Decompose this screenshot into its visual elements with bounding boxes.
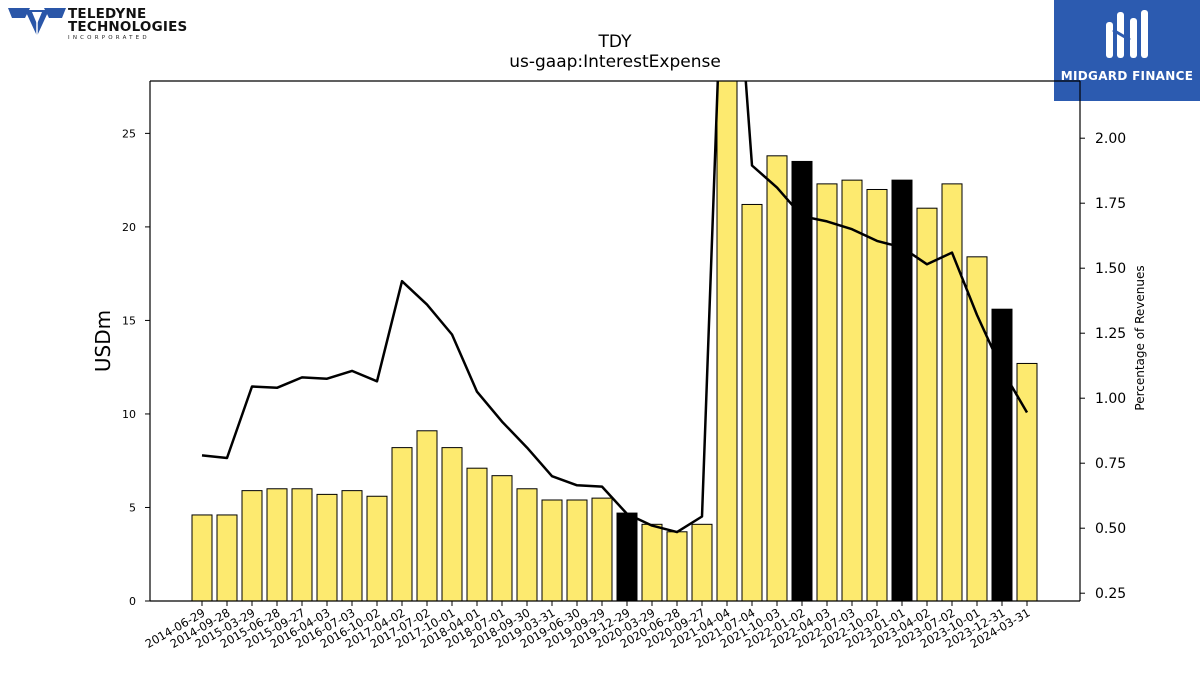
bar-2017-10-01: [441, 447, 463, 601]
y-axis-label: USDm: [91, 310, 115, 372]
y-tick-label-5: 5: [129, 501, 136, 514]
bar-2019-03-31: [541, 499, 563, 601]
teledyne-logo: TELEDYNE TECHNOLOGIES INCORPORATED: [8, 6, 188, 46]
bar-2018-09-30: [516, 488, 538, 601]
bar-2023-04-02: [916, 207, 938, 601]
bar-2022-04-03: [816, 183, 838, 601]
bar-2023-12-31: [991, 308, 1013, 601]
bar-2020-03-29: [641, 523, 663, 601]
bar-2014-09-28: [216, 514, 238, 601]
y2-tick-label-4: 1.25: [1095, 326, 1126, 342]
bar-2017-07-02: [416, 430, 438, 601]
y2-tick-label-1: 0.50: [1095, 521, 1126, 537]
y2-tick-label-7: 2.00: [1095, 131, 1126, 147]
bar-2016-07-03: [341, 490, 363, 601]
bar-2015-06-28: [266, 488, 288, 601]
y2-tick-label-3: 1.00: [1095, 391, 1126, 407]
bar-2016-10-02: [366, 495, 388, 601]
plot-area: [191, 81, 1038, 601]
chart-subtitle: us-gaap:InterestExpense: [509, 52, 721, 72]
bar-2019-12-29: [616, 512, 638, 601]
logo-line-1: TELEDYNE: [68, 6, 147, 22]
midgard-logo-name: MIDGARD FINANCE: [1060, 69, 1194, 83]
bar-2018-04-01: [466, 467, 488, 601]
y-tick-label-15: 15: [122, 314, 136, 327]
bar-2020-09-27: [691, 523, 713, 601]
y2-axis-label: Percentage of Revenues: [1133, 265, 1147, 410]
bar-2016-04-03: [316, 493, 338, 601]
logo-line-3: INCORPORATED: [68, 35, 150, 41]
bar-2022-10-02: [866, 188, 888, 601]
bar-2019-06-30: [566, 499, 588, 601]
y2-tick-label-6: 1.75: [1095, 196, 1126, 212]
bar-2021-07-04: [741, 203, 763, 601]
y-tick-label-20: 20: [122, 221, 136, 234]
midgard-logo: MIDGARD FINANCE: [1054, 0, 1200, 101]
bar-2015-09-27: [291, 488, 313, 601]
y-tick-label-0: 0: [129, 595, 136, 608]
bar-2015-03-29: [241, 490, 263, 601]
bar-2023-07-02: [941, 183, 963, 601]
bar-2021-10-03: [766, 155, 788, 601]
bar-2023-10-01: [966, 256, 988, 601]
y2-tick-label-2: 0.75: [1095, 456, 1126, 472]
y-tick-label-25: 25: [122, 127, 136, 140]
bar-2019-09-29: [591, 497, 613, 601]
midgard-logo-icon: [1106, 10, 1148, 58]
bar-2022-01-02: [791, 160, 813, 601]
y2-tick-label-0: 0.25: [1095, 586, 1126, 602]
bar-2017-04-02: [391, 447, 413, 601]
bar-2020-06-28: [666, 531, 688, 601]
chart-title-block: TDY us-gaap:InterestExpense: [150, 32, 1080, 72]
bar-2021-04-04: [716, 81, 738, 601]
y-tick-label-10: 10: [122, 408, 136, 421]
bar-2024-03-31: [1016, 362, 1038, 601]
logo-line-2: TECHNOLOGIES: [68, 19, 188, 35]
bar-2014-06-29: [191, 514, 213, 601]
teledyne-logo-icon: [8, 8, 66, 36]
bar-2022-07-03: [841, 179, 863, 601]
bar-2018-07-01: [491, 475, 513, 601]
chart-title: TDY: [598, 32, 632, 52]
y2-tick-label-5: 1.50: [1095, 261, 1126, 277]
line-series-pct-revenue: [201, 81, 1029, 534]
bar-2023-01-01: [891, 179, 913, 601]
